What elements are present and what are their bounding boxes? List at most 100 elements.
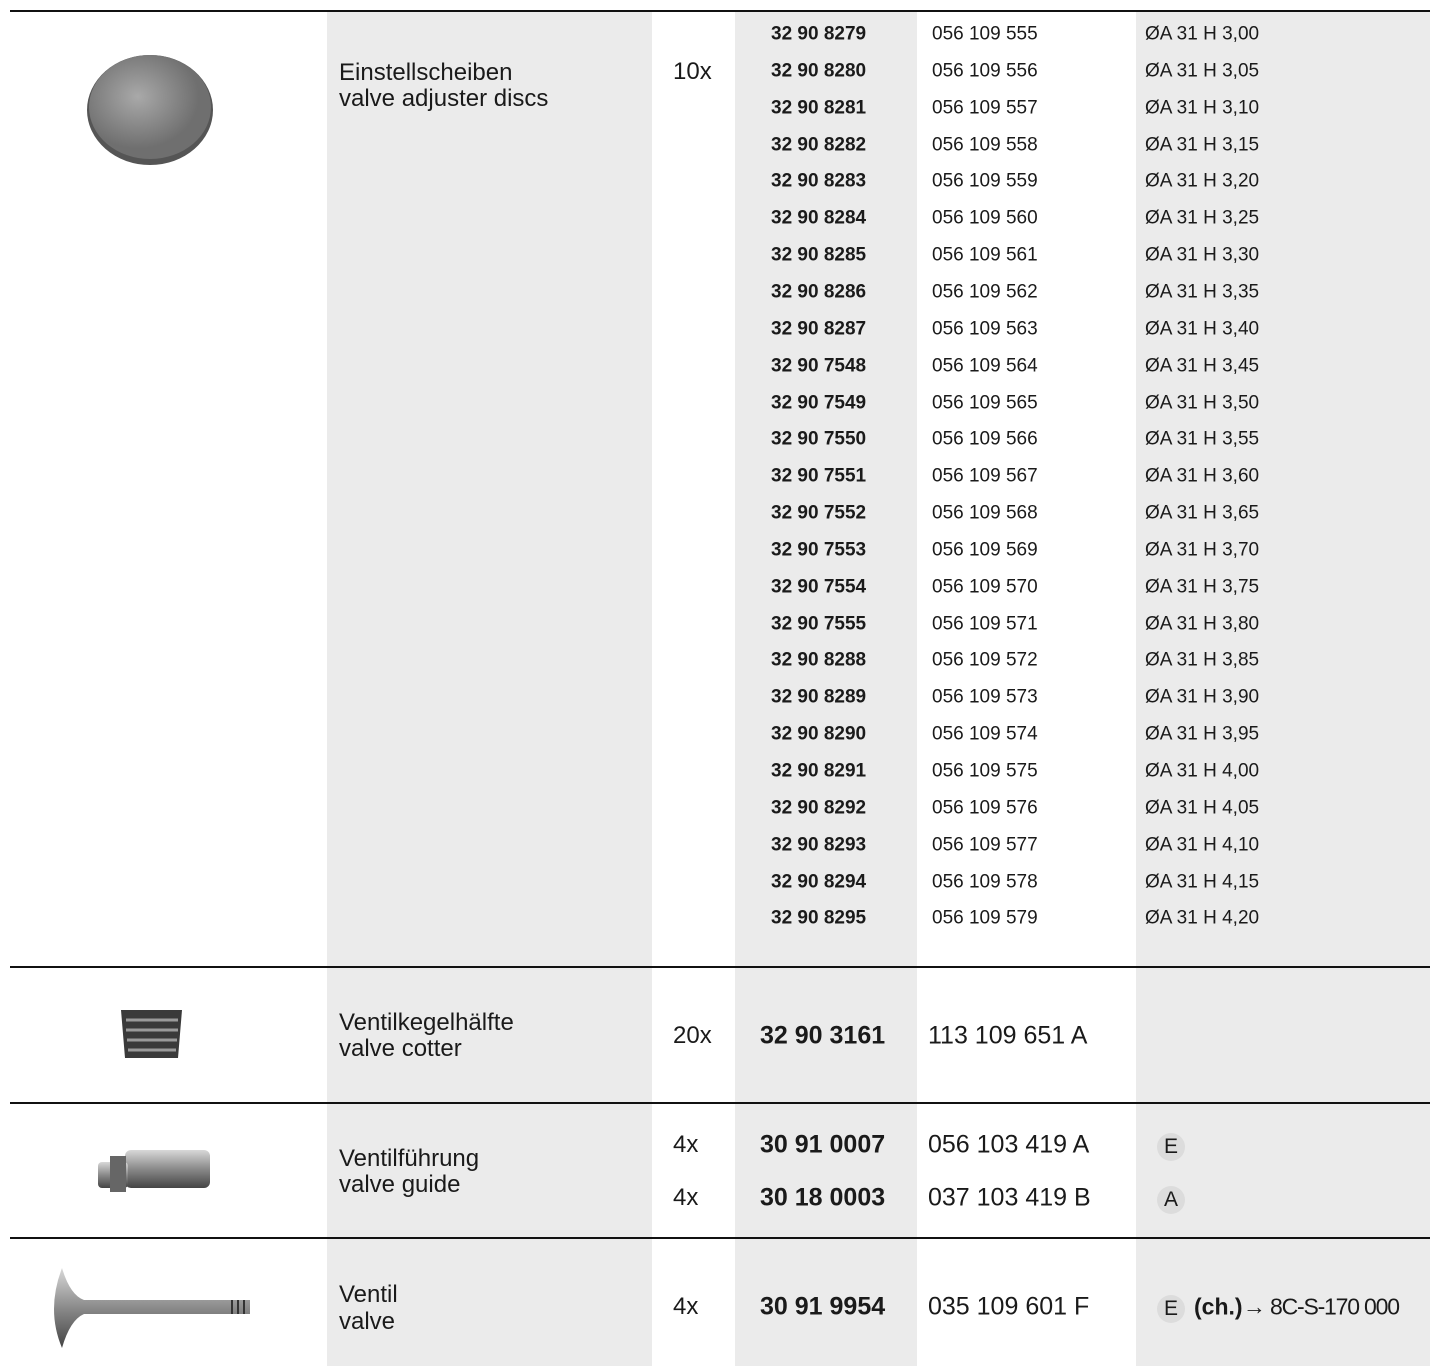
- oe-number: 056 109 566: [932, 428, 1038, 450]
- oe-number: 056 109 578: [932, 871, 1038, 893]
- description: valve: [339, 1308, 396, 1335]
- part-number: 30 91 0007: [760, 1130, 886, 1159]
- spec: ØA 31 H 3,95: [1145, 723, 1260, 745]
- quantity: 4x: [673, 1184, 699, 1211]
- spec: ØA 31 H 3,00: [1145, 23, 1260, 45]
- reference: → 8C-S-170 000: [1243, 1293, 1400, 1320]
- spec: ØA 31 H 3,15: [1145, 134, 1260, 156]
- spec: ØA 31 H 3,75: [1145, 576, 1260, 598]
- part-number: 32 90 8291: [771, 760, 867, 782]
- oe-number: 056 109 558: [932, 134, 1038, 156]
- part-number: 32 90 8290: [771, 723, 867, 745]
- column-bg: [1136, 11, 1430, 1366]
- part-number: 32 90 3161: [760, 1021, 886, 1050]
- badge: E: [1157, 1133, 1185, 1161]
- part-number: 32 90 7550: [771, 428, 867, 450]
- oe-number: 035 109 601 F: [928, 1292, 1090, 1321]
- oe-number: 056 109 574: [932, 723, 1038, 745]
- part-number: 32 90 7548: [771, 355, 867, 377]
- part-number: 32 90 8281: [771, 97, 867, 119]
- spec: ØA 31 H 4,20: [1145, 907, 1260, 929]
- part-number: 32 90 8288: [771, 649, 867, 671]
- spec: ØA 31 H 3,35: [1145, 281, 1260, 303]
- spec: ØA 31 H 3,45: [1145, 355, 1260, 377]
- badge: A: [1157, 1186, 1185, 1214]
- oe-number: 056 109 557: [932, 97, 1038, 119]
- spec: ØA 31 H 3,70: [1145, 539, 1260, 561]
- disc-image: [89, 55, 211, 159]
- spec: ØA 31 H 4,10: [1145, 834, 1260, 856]
- spec: ØA 31 H 3,85: [1145, 649, 1260, 671]
- oe-number: 056 109 562: [932, 281, 1038, 303]
- spec: ØA 31 H 3,05: [1145, 60, 1260, 82]
- quantity: 4x: [673, 1131, 699, 1158]
- oe-number: 056 109 570: [932, 576, 1038, 598]
- oe-number: 056 109 555: [932, 23, 1038, 45]
- part-number: 32 90 8284: [771, 207, 867, 229]
- oe-number: 056 109 561: [932, 244, 1038, 266]
- oe-number: 056 109 573: [932, 686, 1038, 708]
- part-number: 32 90 7553: [771, 539, 867, 561]
- part-number: 32 90 7554: [771, 576, 867, 598]
- oe-number: 056 109 556: [932, 60, 1038, 82]
- oe-number: 056 109 569: [932, 539, 1038, 561]
- badge: E: [1157, 1295, 1185, 1323]
- spec: ØA 31 H 3,40: [1145, 318, 1260, 340]
- part-number: 32 90 8289: [771, 686, 867, 708]
- quantity: 20x: [673, 1022, 712, 1049]
- spec: ØA 31 H 3,60: [1145, 465, 1260, 487]
- part-number: 32 90 7552: [771, 502, 867, 524]
- oe-number: 056 109 563: [932, 318, 1038, 340]
- description: Ventil: [339, 1281, 398, 1308]
- part-number: 30 18 0003: [760, 1183, 886, 1212]
- oe-number: 056 109 567: [932, 465, 1038, 487]
- spec: ØA 31 H 3,55: [1145, 428, 1260, 450]
- quantity: 4x: [673, 1293, 699, 1320]
- spec: ØA 31 H 3,10: [1145, 97, 1260, 119]
- part-number: 32 90 8280: [771, 60, 867, 82]
- divider: [10, 1102, 1430, 1104]
- part-images: [54, 55, 250, 1348]
- part-number: 32 90 7551: [771, 465, 867, 487]
- spec: ØA 31 H 3,25: [1145, 207, 1260, 229]
- column-bg: [735, 11, 917, 1366]
- part-number: 32 90 8295: [771, 907, 867, 929]
- description: valve adjuster discs: [339, 85, 549, 112]
- spec: ØA 31 H 3,65: [1145, 502, 1260, 524]
- part-number: 32 90 8286: [771, 281, 867, 303]
- divider: [10, 966, 1430, 968]
- oe-number: 113 109 651 A: [928, 1021, 1088, 1050]
- oe-number: 037 103 419 B: [928, 1183, 1091, 1212]
- part-number: 32 90 8282: [771, 134, 867, 156]
- divider: [10, 10, 1430, 12]
- divider: [10, 1237, 1430, 1239]
- part-number: 32 90 8293: [771, 834, 867, 856]
- oe-number: 056 109 575: [932, 760, 1038, 782]
- oe-number: 056 109 571: [932, 613, 1038, 635]
- oe-number: 056 109 564: [932, 355, 1038, 377]
- oe-number: 056 109 577: [932, 834, 1038, 856]
- spec: ØA 31 H 3,80: [1145, 613, 1260, 635]
- spec: ØA 31 H 3,30: [1145, 244, 1260, 266]
- spec: ØA 31 H 4,00: [1145, 760, 1260, 782]
- spec: ØA 31 H 3,50: [1145, 392, 1260, 413]
- column-bg: [327, 11, 652, 1366]
- part-number: 32 90 7555: [771, 613, 867, 635]
- spec: ØA 31 H 3,20: [1145, 170, 1260, 192]
- note: (ch.): [1194, 1293, 1243, 1320]
- description: Einstellscheiben: [339, 59, 513, 86]
- part-number: 30 91 9954: [760, 1292, 886, 1321]
- spec: ØA 31 H 4,05: [1145, 797, 1260, 819]
- oe-number: 056 109 576: [932, 797, 1038, 819]
- description: valve cotter: [339, 1035, 462, 1062]
- oe-number: 056 109 560: [932, 207, 1038, 229]
- part-number: 32 90 8283: [771, 170, 867, 192]
- part-number: 32 90 8279: [771, 23, 867, 45]
- oe-number: 056 109 559: [932, 170, 1038, 192]
- part-number: 32 90 8285: [771, 244, 867, 266]
- cotter-image: [121, 1010, 182, 1058]
- oe-number: 056 109 568: [932, 502, 1038, 524]
- oe-number: 056 109 579: [932, 907, 1038, 929]
- part-number: 32 90 7549: [771, 392, 867, 413]
